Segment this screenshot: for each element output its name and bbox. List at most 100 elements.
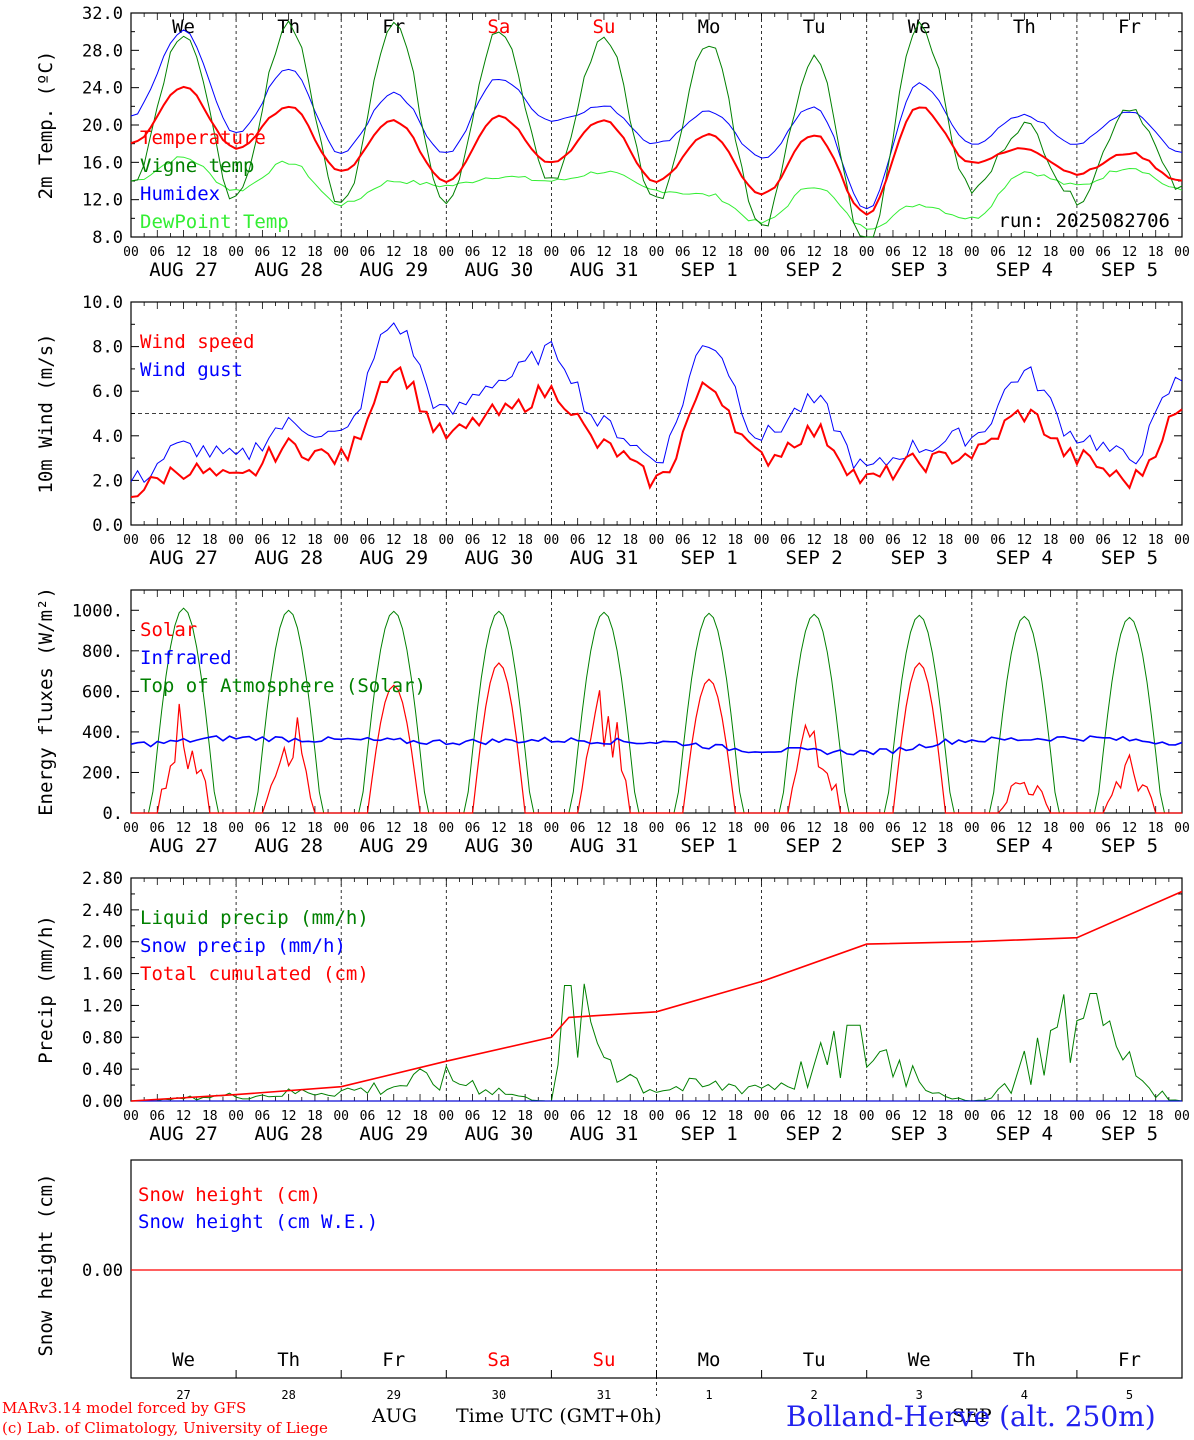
date-label: AUG 31	[570, 259, 639, 281]
hour-tick-label: 18	[938, 1109, 954, 1124]
hour-tick-label: 12	[1122, 1109, 1138, 1124]
hour-tick-label: 12	[386, 533, 402, 548]
hour-tick-label: 18	[1043, 821, 1059, 836]
date-label: SEP 5	[1101, 547, 1158, 569]
hour-tick-label: 00	[649, 245, 665, 260]
hour-tick-label: 06	[149, 821, 165, 836]
date-label: SEP 4	[996, 1123, 1053, 1145]
hour-tick-label: 00	[1174, 1109, 1190, 1124]
hour-tick-label: 12	[491, 245, 507, 260]
hour-tick-label: 12	[386, 245, 402, 260]
y-tick-label: 800.	[82, 642, 123, 662]
date-label: AUG 30	[465, 259, 534, 281]
y-tick-label: 4.0	[92, 427, 123, 447]
y-tick-label: 1000.	[72, 601, 123, 621]
date-label: SEP 3	[891, 259, 948, 281]
weekday-label: Su	[593, 16, 616, 38]
weekday-label: Tu	[803, 16, 826, 38]
hour-tick-label: 00	[859, 533, 875, 548]
hour-tick-label: 12	[176, 245, 192, 260]
y-axis-label-snow: Snow height (cm)	[35, 1173, 57, 1356]
legend-liquid-precip-mm-h-: Liquid precip (mm/h)	[140, 907, 369, 929]
hour-tick-label: 06	[149, 245, 165, 260]
y-tick-label: 2.00	[82, 933, 123, 953]
hour-tick-label: 18	[727, 1109, 743, 1124]
hour-tick-label: 12	[911, 821, 927, 836]
hour-tick-label: 00	[964, 245, 980, 260]
hour-tick-label: 12	[701, 821, 717, 836]
weekday-label: Sa	[487, 16, 510, 38]
y-tick-label: 16.0	[82, 153, 123, 173]
series-temperature	[130, 85, 1183, 216]
hour-tick-label: 12	[596, 533, 612, 548]
hour-tick-label: 00	[1069, 245, 1085, 260]
date-label: SEP 4	[996, 259, 1053, 281]
hour-tick-label: 00	[438, 1109, 454, 1124]
hour-tick-label: 06	[465, 533, 481, 548]
legend-vigne-temp: Vigne temp	[140, 155, 254, 177]
hour-tick-label: 18	[202, 245, 218, 260]
hour-tick-label: 00	[544, 821, 560, 836]
hour-tick-label: 12	[281, 1109, 297, 1124]
hour-tick-label: 12	[806, 1109, 822, 1124]
y-tick-label: 1.60	[82, 965, 123, 985]
hour-tick-label: 00	[754, 245, 770, 260]
series-dewpoint-temp	[130, 156, 1183, 230]
date-label: SEP 2	[786, 835, 843, 857]
hour-tick-label: 00	[1174, 533, 1190, 548]
hour-tick-label: 18	[833, 821, 849, 836]
date-label: AUG 28	[254, 835, 323, 857]
hour-tick-label: 12	[1122, 533, 1138, 548]
legend-snow-height-cm-: Snow height (cm)	[138, 1184, 321, 1206]
hour-tick-label: 06	[990, 821, 1006, 836]
hour-tick-label: 12	[1122, 821, 1138, 836]
hour-tick-label: 00	[228, 821, 244, 836]
hour-tick-label: 12	[806, 821, 822, 836]
hour-tick-label: 18	[412, 533, 428, 548]
date-label: AUG 30	[465, 547, 534, 569]
hour-tick-label: 06	[570, 533, 586, 548]
hour-tick-label: 00	[964, 1109, 980, 1124]
series-liquid-precip	[130, 983, 1183, 1102]
hour-tick-label: 06	[465, 245, 481, 260]
hour-tick-label: 18	[517, 1109, 533, 1124]
series-wind-speed	[130, 365, 1183, 498]
day-number-label: 30	[492, 1388, 506, 1402]
hour-tick-label: 06	[885, 1109, 901, 1124]
y-tick-label: 400.	[82, 723, 123, 743]
hour-tick-label: 18	[202, 821, 218, 836]
hour-tick-label: 00	[754, 533, 770, 548]
date-label: AUG 31	[570, 1123, 639, 1145]
hour-tick-label: 12	[281, 533, 297, 548]
day-number-label: 2	[811, 1388, 818, 1402]
weekday-label-bottom: Tu	[803, 1349, 826, 1371]
hour-tick-label: 18	[1148, 821, 1164, 836]
date-label: AUG 31	[570, 547, 639, 569]
hour-tick-label: 18	[833, 1109, 849, 1124]
hour-tick-label: 00	[1174, 821, 1190, 836]
date-label: SEP 2	[786, 1123, 843, 1145]
hour-tick-label: 00	[123, 245, 139, 260]
series-solar	[131, 662, 1182, 814]
date-label: AUG 28	[254, 547, 323, 569]
hour-tick-label: 18	[622, 245, 638, 260]
hour-tick-label: 00	[649, 821, 665, 836]
legend-snow-height-cm-w-e-: Snow height (cm W.E.)	[138, 1211, 378, 1233]
hour-tick-label: 18	[1043, 1109, 1059, 1124]
hour-tick-label: 12	[1017, 821, 1033, 836]
date-label: SEP 4	[996, 547, 1053, 569]
date-label: SEP 1	[680, 835, 737, 857]
hour-tick-label: 18	[517, 821, 533, 836]
credit-model: MARv3.14 model forced by GFS	[2, 1399, 247, 1417]
hour-tick-label: 12	[281, 245, 297, 260]
y-tick-label: 12.0	[82, 191, 123, 211]
hour-tick-label: 18	[307, 245, 323, 260]
hour-tick-label: 06	[149, 1109, 165, 1124]
hour-tick-label: 18	[517, 533, 533, 548]
weekday-label: Fr	[1118, 16, 1141, 38]
hour-tick-label: 00	[649, 533, 665, 548]
y-axis-label-energy: Energy fluxes (W/m²)	[35, 587, 57, 816]
hour-tick-label: 06	[675, 533, 691, 548]
hour-tick-label: 12	[491, 821, 507, 836]
